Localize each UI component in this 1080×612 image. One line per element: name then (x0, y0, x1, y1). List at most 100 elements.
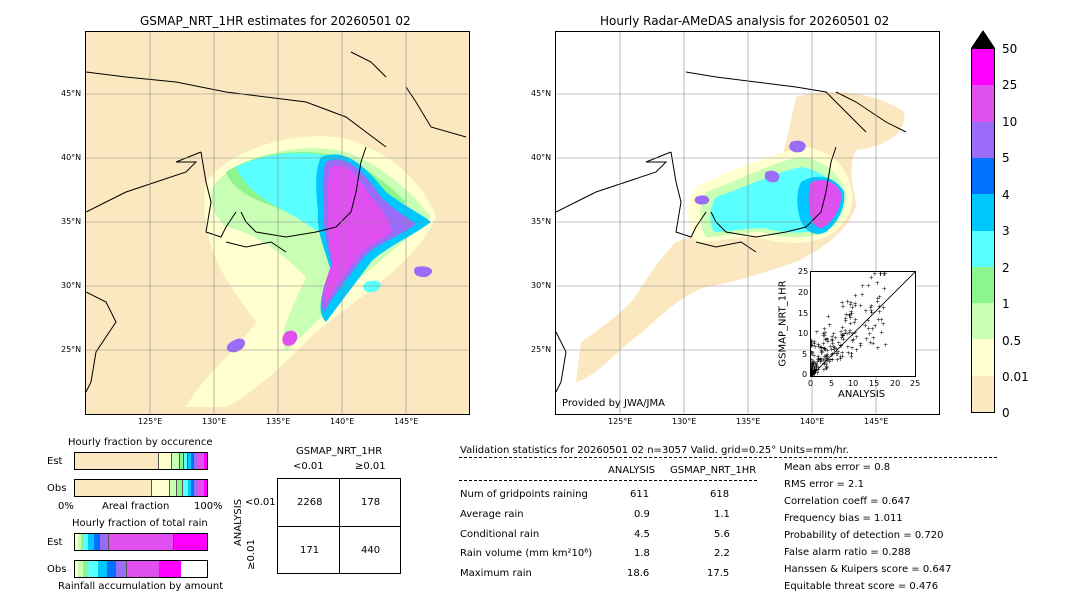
scatter-point: + (824, 362, 829, 369)
scatter-point: + (847, 312, 852, 319)
scatter-ytick-25: 25 (798, 267, 809, 276)
contingency-row-ge: ≥0.01 (245, 539, 257, 570)
scatter-point: + (840, 332, 845, 339)
scatter-point: + (831, 331, 836, 338)
scatter-xtick-10: 10 (848, 379, 859, 388)
scatter-point: + (866, 317, 871, 324)
scatter-point: + (811, 365, 814, 372)
right-map-svg (556, 32, 939, 414)
scatter-point: + (843, 318, 848, 325)
colorbar-extend-arrow (971, 30, 995, 48)
scatter-point: + (819, 350, 824, 357)
scatter-point: + (811, 351, 814, 358)
validation-row-label: Conditional rain (460, 529, 540, 540)
scatter-point: + (815, 370, 820, 376)
scatter-point: + (821, 366, 826, 373)
total-row-obs: Obs (47, 564, 67, 575)
scatter-point: + (853, 292, 858, 299)
occ-bar-obs (74, 479, 208, 497)
validation-row-analysis: 1.8 (634, 548, 650, 559)
scatter-point: + (875, 345, 880, 352)
scatter-point: + (863, 323, 868, 330)
scatter-point: + (811, 366, 814, 373)
scatter-point: + (845, 344, 850, 351)
scatter-point: + (813, 368, 818, 375)
scatter-point: + (811, 367, 814, 374)
scatter-point: + (811, 364, 815, 371)
scatter-point: + (811, 338, 814, 345)
scatter-ytick-20: 20 (798, 288, 809, 297)
scatter-point: + (811, 372, 814, 376)
scatter-point: + (878, 272, 883, 278)
scatter-point: + (875, 296, 880, 303)
scatter-point: + (849, 351, 854, 358)
validation-row-label: Rain volume (mm km²10⁶) (460, 548, 593, 559)
scatter-point: + (811, 371, 816, 376)
left-map (85, 31, 470, 415)
scatter-point: + (850, 338, 855, 345)
scatter-point: + (823, 330, 828, 337)
scatter-point: + (812, 370, 817, 376)
scatter-point: + (811, 361, 814, 368)
validation-row-gsmap: 2.2 (714, 548, 730, 559)
scatter-point: + (812, 369, 817, 376)
scatter-point: + (829, 347, 834, 354)
scatter-point: + (877, 294, 882, 301)
validation-row-analysis: 0.9 (634, 509, 650, 520)
scatter-point: + (816, 341, 821, 348)
contingency-table: 2268 178 171 440 (277, 478, 401, 574)
scatter-point: + (832, 345, 837, 352)
scatter-point: + (814, 363, 819, 370)
scatter-point: + (844, 312, 849, 319)
scatter-point: + (811, 362, 815, 369)
contingency-cell-11: 440 (361, 545, 381, 556)
left-lat-30: 30°N (61, 281, 82, 290)
scatter-point: + (836, 340, 841, 347)
colorbar-segment-4 (972, 230, 994, 267)
scatter-point: + (838, 329, 843, 336)
scatter-point: + (812, 339, 817, 346)
scatter-point: + (840, 332, 845, 339)
left-lat-40: 40°N (61, 153, 82, 162)
scatter-point: + (813, 344, 818, 351)
scatter-point: + (816, 344, 821, 351)
scatter-point: + (849, 351, 854, 358)
scatter-point: + (811, 357, 814, 364)
colorbar-label-0.01: 0.01 (1002, 370, 1029, 384)
right-lat-30: 30°N (531, 281, 552, 290)
scatter-point: + (829, 337, 834, 344)
scatter-point: + (830, 341, 835, 348)
scatter-xlabel: ANALYSIS (838, 389, 886, 400)
validation-col-gsmap: GSMAP_NRT_1HR (670, 465, 757, 476)
left-lat-25: 25°N (61, 345, 82, 354)
scatter-point: + (877, 309, 882, 316)
scatter-point: + (819, 345, 824, 352)
scatter-point: + (848, 302, 853, 309)
colorbar-segment-2 (972, 303, 994, 340)
scatter-ytick-0: 0 (802, 370, 808, 379)
total-bar-est (74, 533, 208, 551)
scatter-point: + (830, 334, 835, 341)
scatter-point: + (853, 301, 858, 308)
scatter-point: + (838, 356, 843, 363)
scatter-point: + (811, 364, 814, 371)
scatter-point: + (811, 371, 814, 376)
validation-row-gsmap: 618 (710, 489, 730, 500)
scatter-point: + (815, 357, 820, 364)
scatter-point: + (843, 328, 848, 335)
scatter-point: + (811, 369, 814, 376)
scatter-point: + (825, 348, 830, 355)
scatter-point: + (811, 372, 815, 377)
scatter-point: + (854, 347, 859, 354)
scatter-point: + (811, 372, 814, 376)
left-lon-145: 145°E (394, 417, 419, 426)
scatter-point: + (840, 304, 845, 311)
scatter-point: + (822, 333, 827, 340)
scatter-xtick-15: 15 (869, 379, 880, 388)
scatter-point: + (850, 305, 855, 312)
scatter-point: + (830, 351, 835, 358)
score-freq-bias: Frequency bias = 1.011 (784, 513, 903, 524)
fraction-occurrence-title: Hourly fraction by occurence (68, 437, 213, 448)
scatter-point: + (842, 331, 847, 338)
scatter-point: + (812, 369, 817, 376)
